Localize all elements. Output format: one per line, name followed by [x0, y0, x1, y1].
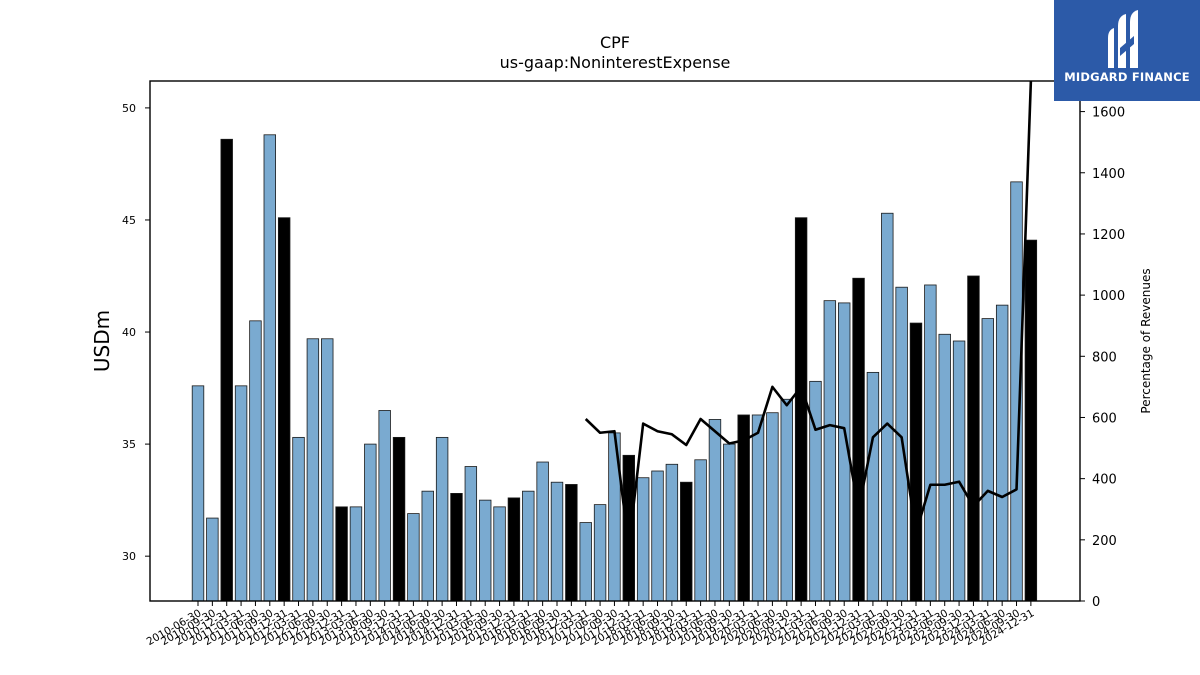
bar-2010-09-30	[206, 517, 219, 602]
y2-tick-label: 0	[1092, 595, 1100, 610]
logo-text: MIDGARD FINANCE	[1064, 70, 1190, 84]
bar-2011-06-30	[249, 320, 262, 602]
y-tick-label: 45	[122, 214, 136, 227]
bar-2010-06-30	[191, 385, 205, 602]
y-axis-label: USDm	[90, 310, 114, 372]
bar-2023-03-31	[924, 284, 937, 602]
bar-2019-03-31	[694, 459, 707, 602]
y-tick-label: 30	[122, 550, 136, 563]
y2-tick-label: 800	[1092, 350, 1117, 365]
bar-2023-12-31	[967, 275, 980, 602]
bar-2020-09-30	[780, 398, 793, 602]
logo-mark-icon	[1108, 10, 1138, 68]
bar-2022-03-31	[866, 371, 880, 602]
bar-2016-03-31	[522, 490, 535, 602]
bar-2013-12-31	[392, 436, 406, 602]
y-tick-label: 35	[122, 438, 136, 451]
bar-2014-12-31	[450, 493, 463, 602]
bar-2010-12-31	[220, 138, 233, 602]
y2-tick-label: 400	[1092, 473, 1117, 488]
y2-tick-label: 1000	[1092, 289, 1125, 304]
bar-2023-09-30	[952, 340, 966, 602]
chart-title: CPF	[600, 33, 630, 52]
bar-2015-03-31	[464, 466, 478, 602]
bar-2012-03-31	[292, 436, 305, 602]
bar-2013-09-30	[378, 410, 391, 602]
bar-2021-12-31	[852, 277, 865, 602]
bar-2015-06-30	[478, 499, 492, 602]
y2-tick-label: 1400	[1092, 167, 1125, 182]
bar-series	[191, 134, 1038, 602]
plot-frame	[149, 80, 1081, 602]
bar-2018-12-31	[680, 481, 693, 602]
bar-2016-09-30	[550, 481, 564, 602]
bar-2020-12-31	[794, 217, 808, 602]
bar-2011-09-30	[263, 134, 277, 602]
bar-2011-03-31	[234, 385, 248, 602]
secondary-y-axis-label: Percentage of Revenues	[1139, 268, 1153, 413]
midgard-finance-logo: MIDGARD FINANCE	[1054, 0, 1200, 101]
bar-2018-06-30	[651, 470, 664, 602]
bar-2018-03-31	[636, 477, 650, 602]
bar-2024-06-30	[995, 304, 1009, 602]
bar-2016-06-30	[536, 461, 549, 602]
bar-2023-06-30	[938, 333, 951, 602]
bar-2011-12-31	[277, 217, 291, 602]
y2-tick-label: 1200	[1092, 228, 1125, 243]
bar-2012-12-31	[335, 506, 348, 602]
bar-2020-03-31	[751, 414, 765, 602]
axes: 3035404550020040060080010001200140016002…	[122, 80, 1125, 648]
bar-2014-09-30	[435, 436, 449, 602]
bar-2024-03-31	[981, 318, 995, 602]
bar-2014-03-31	[407, 513, 420, 602]
bar-2016-12-31	[565, 484, 578, 602]
y-tick-label: 50	[122, 102, 136, 115]
bar-2019-09-30	[723, 443, 736, 602]
bar-2019-12-31	[737, 414, 750, 602]
bar-2017-03-31	[579, 522, 592, 602]
y2-tick-label: 1600	[1092, 106, 1125, 121]
bar-2012-06-30	[306, 338, 320, 602]
bar-2020-06-30	[766, 412, 779, 602]
bar-2017-12-31	[622, 454, 636, 602]
chart-subtitle: us-gaap:NoninterestExpense	[500, 53, 731, 72]
y-tick-label: 40	[122, 326, 136, 339]
bar-2013-03-31	[349, 506, 363, 602]
bar-2021-06-30	[823, 300, 837, 602]
bar-2015-09-30	[493, 506, 506, 602]
bar-2018-09-30	[665, 463, 679, 602]
y2-tick-label: 600	[1092, 411, 1117, 426]
bar-2012-09-30	[321, 338, 334, 602]
percentage-line-series	[584, 81, 1033, 548]
bar-2024-12-31	[1024, 239, 1038, 602]
bar-2019-06-30	[708, 419, 722, 602]
bar-2015-12-31	[507, 497, 521, 602]
percentage-line	[584, 81, 1033, 548]
y2-tick-label: 200	[1092, 534, 1117, 549]
bar-2014-06-30	[421, 490, 434, 602]
bar-2022-12-31	[909, 322, 923, 602]
bar-2017-06-30	[593, 504, 607, 602]
bar-2022-06-30	[881, 212, 894, 602]
bar-2013-06-30	[364, 443, 377, 602]
